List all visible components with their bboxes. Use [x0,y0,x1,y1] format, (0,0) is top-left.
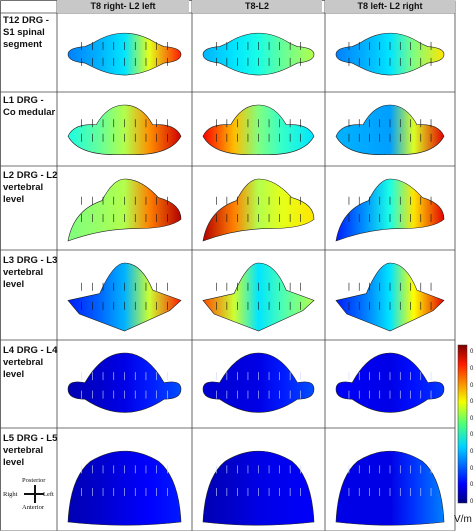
compass-right: Right [3,491,18,498]
field-map-r3-c3 [335,178,445,242]
compass-posterior: Posterior [22,477,46,484]
field-arrows-r6-c2 [216,465,301,497]
field-arrows-r4-c1 [81,282,168,310]
colorbar-tick: 0.1 [470,482,474,489]
field-arrows-r6-c1 [81,465,168,497]
field-map-r3-c1 [67,178,182,242]
field-arrows-r6-c3 [348,465,432,497]
field-map-r4-c2 [202,262,315,332]
colorbar-tick: 0.6 [470,399,474,406]
field-arrows-r3-c1 [81,196,168,223]
colorbar-tick: 0.2 [470,465,474,472]
field-map-r5-c1 [67,352,182,413]
field-arrows-r4-c3 [348,282,432,310]
column-header-2: T8-L2 [192,0,322,13]
field-arrows-r3-c3 [348,196,432,223]
colorbar-tick: 0.5 [470,415,474,422]
compass-left: Left [43,491,54,498]
field-arrows-r2-c1 [81,119,168,142]
colorbar-tick: 0.3 [470,449,474,456]
colorbar-tick: 0 [470,499,474,505]
colorbar-unit: V/m [454,514,472,525]
row-label-l3: L3 DRG - L3 vertebral level [3,255,58,290]
field-arrows-r5-c3 [348,372,432,399]
field-arrows-r1-c1 [81,41,168,66]
field-map-r1-c3 [335,32,445,76]
field-arrows-r3-c2 [216,196,301,223]
field-map-r2-c2 [202,104,315,155]
row-label-l2: L2 DRG - L2 vertebral level [3,170,58,205]
field-arrows-r2-c3 [348,119,432,142]
field-map-r5-c2 [202,352,315,413]
colorbar [457,344,468,504]
compass-anterior: Anterior [22,504,45,511]
colorbar-tick: 0.4 [470,432,474,439]
field-arrows-r1-c2 [216,41,301,66]
colorbar-tick: 0.8 [470,365,474,372]
field-map-r1-c1 [67,32,182,76]
row-label-l1: L1 DRG - Co medular [3,95,56,118]
field-map-r1-c2 [202,32,315,76]
row-label-l5: L5 DRG - L5 vertebral level [3,433,58,468]
field-map-r2-c3 [335,104,445,155]
colorbar-tick: 0.7 [470,382,474,389]
field-map-r2-c1 [67,104,182,155]
row-label-t12: T12 DRG - S1 spinal segment [3,15,49,50]
field-arrows-r2-c2 [216,119,301,142]
field-arrows-r5-c2 [216,372,301,399]
field-arrows-r5-c1 [81,372,168,399]
field-map-r5-c3 [335,352,445,413]
field-arrows-r1-c3 [348,41,432,66]
field-map-r4-c3 [335,262,445,332]
compass-cross-h [24,493,44,495]
field-arrows-r4-c2 [216,282,301,310]
colorbar-tick: 0.9 [470,349,474,356]
row-label-l4: L4 DRG - L4 vertebral level [3,345,58,380]
column-header-1: T8 right- L2 left [57,0,189,13]
column-header-3: T8 left- L2 right [325,0,455,13]
field-map-r4-c1 [67,262,182,332]
field-map-r3-c2 [202,178,315,242]
